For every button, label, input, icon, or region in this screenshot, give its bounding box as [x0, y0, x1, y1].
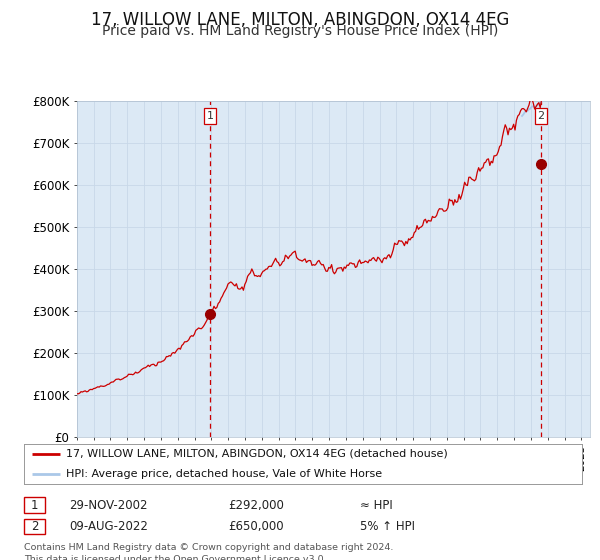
Text: HPI: Average price, detached house, Vale of White Horse: HPI: Average price, detached house, Vale… — [66, 469, 382, 479]
Text: Contains HM Land Registry data © Crown copyright and database right 2024.
This d: Contains HM Land Registry data © Crown c… — [24, 543, 394, 560]
Text: 1: 1 — [206, 111, 214, 121]
Text: 1: 1 — [31, 498, 38, 512]
Text: 2: 2 — [31, 520, 38, 533]
Text: 17, WILLOW LANE, MILTON, ABINGDON, OX14 4EG: 17, WILLOW LANE, MILTON, ABINGDON, OX14 … — [91, 11, 509, 29]
Text: 29-NOV-2002: 29-NOV-2002 — [69, 498, 148, 512]
Text: £650,000: £650,000 — [228, 520, 284, 533]
Text: ≈ HPI: ≈ HPI — [360, 498, 393, 512]
Text: 5% ↑ HPI: 5% ↑ HPI — [360, 520, 415, 533]
Text: £292,000: £292,000 — [228, 498, 284, 512]
Text: Price paid vs. HM Land Registry's House Price Index (HPI): Price paid vs. HM Land Registry's House … — [102, 24, 498, 38]
Text: 09-AUG-2022: 09-AUG-2022 — [69, 520, 148, 533]
Text: 2: 2 — [538, 111, 545, 121]
Text: 17, WILLOW LANE, MILTON, ABINGDON, OX14 4EG (detached house): 17, WILLOW LANE, MILTON, ABINGDON, OX14 … — [66, 449, 448, 459]
